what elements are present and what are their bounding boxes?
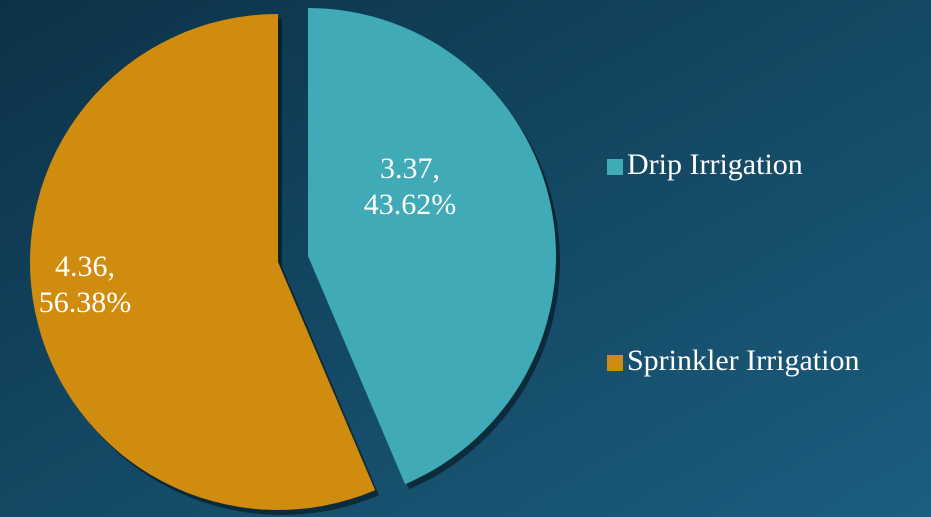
data-label: 3.37, 43.62%: [364, 152, 457, 221]
legend-label: Sprinkler Irrigation: [627, 344, 859, 377]
legend-swatch: [607, 159, 623, 175]
data-label: 4.36, 56.38%: [39, 250, 132, 319]
slice: [29, 14, 376, 511]
legend-label: Drip Irrigation: [627, 148, 803, 181]
legend-swatch: [607, 355, 623, 371]
slice: [308, 8, 556, 485]
